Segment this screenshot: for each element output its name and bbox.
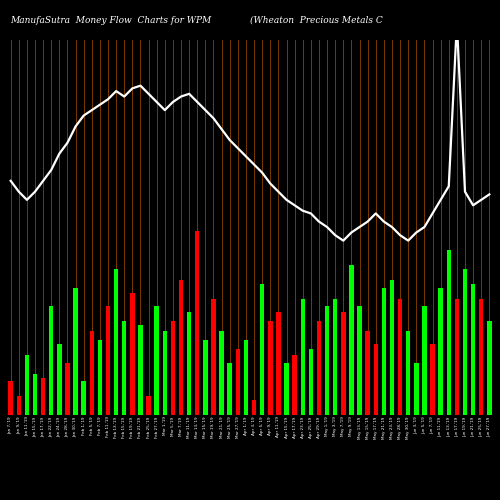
- Bar: [98, 340, 102, 415]
- Bar: [276, 312, 280, 415]
- Bar: [422, 306, 426, 415]
- Bar: [479, 298, 484, 415]
- Bar: [358, 306, 362, 415]
- Bar: [252, 400, 256, 415]
- Bar: [349, 265, 354, 415]
- Bar: [487, 322, 492, 415]
- Bar: [390, 280, 394, 415]
- Bar: [236, 350, 240, 415]
- Bar: [244, 340, 248, 415]
- Bar: [162, 330, 167, 415]
- Bar: [187, 312, 192, 415]
- Bar: [430, 344, 435, 415]
- Bar: [57, 344, 62, 415]
- Bar: [260, 284, 264, 415]
- Bar: [154, 306, 159, 415]
- Bar: [16, 396, 21, 415]
- Bar: [33, 374, 37, 415]
- Bar: [366, 330, 370, 415]
- Bar: [374, 344, 378, 415]
- Bar: [316, 322, 321, 415]
- Bar: [138, 325, 142, 415]
- Bar: [65, 362, 70, 415]
- Bar: [325, 306, 330, 415]
- Text: (Wheaton  Precious Metals C: (Wheaton Precious Metals C: [250, 16, 383, 25]
- Bar: [446, 250, 451, 415]
- Bar: [41, 378, 46, 415]
- Bar: [106, 306, 110, 415]
- Bar: [382, 288, 386, 415]
- Bar: [130, 293, 134, 415]
- Bar: [114, 269, 118, 415]
- Bar: [195, 231, 200, 415]
- Bar: [333, 298, 338, 415]
- Bar: [8, 381, 13, 415]
- Bar: [170, 322, 175, 415]
- Bar: [49, 306, 54, 415]
- Bar: [228, 362, 232, 415]
- Bar: [463, 269, 467, 415]
- Bar: [454, 298, 459, 415]
- Bar: [220, 330, 224, 415]
- Bar: [146, 396, 151, 415]
- Bar: [268, 322, 272, 415]
- Bar: [203, 340, 207, 415]
- Bar: [292, 355, 297, 415]
- Bar: [438, 288, 443, 415]
- Bar: [284, 362, 288, 415]
- Bar: [179, 280, 184, 415]
- Bar: [300, 298, 305, 415]
- Bar: [308, 350, 313, 415]
- Bar: [212, 298, 216, 415]
- Bar: [414, 362, 418, 415]
- Bar: [82, 381, 86, 415]
- Bar: [341, 312, 345, 415]
- Bar: [406, 330, 410, 415]
- Bar: [122, 322, 126, 415]
- Bar: [471, 284, 476, 415]
- Text: ManufaSutra  Money Flow  Charts for WPM: ManufaSutra Money Flow Charts for WPM: [10, 16, 211, 25]
- Bar: [398, 298, 402, 415]
- Bar: [90, 330, 94, 415]
- Bar: [74, 288, 78, 415]
- Bar: [24, 355, 29, 415]
